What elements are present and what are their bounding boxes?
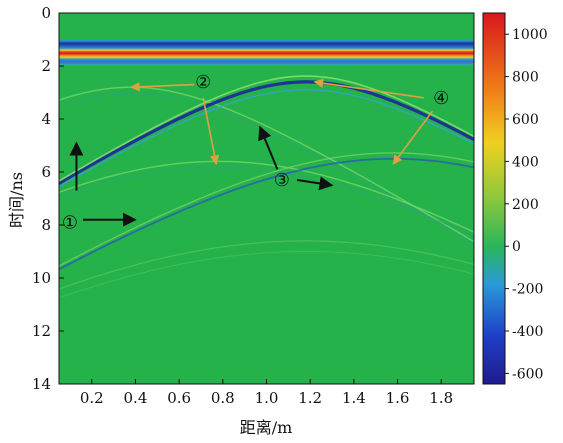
hyperbola-4-band-1 <box>59 157 474 271</box>
hyperbola-3-band-3 <box>59 89 474 188</box>
colorbar-tick-label: 200 <box>512 197 539 213</box>
direct-wave-band <box>59 39 474 66</box>
x-axis-label: 距离/m <box>240 418 293 437</box>
hyperbola-2-band-2 <box>59 167 474 238</box>
colorbar-tick-label: 400 <box>512 154 539 170</box>
y-tick-label: 4 <box>41 110 51 128</box>
hyperbola-2-band-1 <box>59 160 474 233</box>
annotation-arrow <box>130 82 195 92</box>
colorbar: 1000 800 600 400 200 0 -200 -400 -600 <box>482 12 548 385</box>
colorbar-tick-label: -600 <box>512 366 543 382</box>
y-tick-label: 10 <box>32 269 51 287</box>
hyperbola-4-band-2 <box>59 152 474 267</box>
x-tick-label: 1.0 <box>255 389 279 407</box>
annotation-label: ① <box>62 212 78 233</box>
colorbar-tick-label: 0 <box>512 239 521 255</box>
y-tick-label: 2 <box>41 57 51 75</box>
y-tick-label: 6 <box>41 163 51 181</box>
x-tick-label: 1.4 <box>342 389 366 407</box>
colorbar-tick-label: 600 <box>512 112 539 128</box>
annotation-label: ④ <box>433 88 449 109</box>
hyperbola-3-band-2 <box>59 75 474 182</box>
y-tick-label: 0 <box>41 4 51 22</box>
x-tick-label: 0.2 <box>80 389 104 407</box>
plot-area <box>58 12 475 385</box>
y-tick-label: 12 <box>32 322 51 340</box>
annotation-arrow <box>258 125 279 170</box>
colorbar-tick-label: -400 <box>512 324 543 340</box>
x-tick-label: 0.6 <box>167 389 191 407</box>
colorbar-ticks: 1000 800 600 400 200 0 -200 -400 -600 <box>505 27 548 382</box>
annotation-arrow <box>296 176 334 191</box>
y-tick-label: 14 <box>32 375 51 393</box>
x-axis: 0.2 0.4 0.6 0.8 1.0 1.2 1.4 1.6 1.8 <box>80 379 453 407</box>
hyperbola-5-band-2 <box>59 251 474 299</box>
colorbar-tick-label: -200 <box>512 282 543 298</box>
hyperbola-3-band-1 <box>59 80 474 185</box>
y-axis: 0 2 4 6 8 10 12 14 <box>32 4 64 393</box>
colorbar-tick-label: 1000 <box>512 27 548 43</box>
annotation-arrow <box>392 110 434 165</box>
hyperbola-5-band-1 <box>59 240 474 290</box>
annotation-label: ② <box>195 72 211 93</box>
hyperbola-layer <box>59 75 474 299</box>
x-tick-label: 0.4 <box>124 389 148 407</box>
colorbar-tick-label: 800 <box>512 70 539 86</box>
annotation-layer: ① ② ③ ④ <box>62 72 449 233</box>
x-tick-label: 1.2 <box>298 389 322 407</box>
annotation-label: ③ <box>274 170 290 191</box>
x-tick-label: 1.6 <box>386 389 410 407</box>
y-axis-label: 时间/ns <box>7 172 26 228</box>
x-tick-label: 0.8 <box>211 389 235 407</box>
plot-background <box>59 13 474 384</box>
x-tick-label: 1.8 <box>429 389 453 407</box>
y-tick-label: 8 <box>41 216 51 234</box>
colorbar-strip <box>482 12 506 385</box>
annotation-arrow <box>202 97 220 165</box>
annotation-arrow <box>313 78 424 99</box>
